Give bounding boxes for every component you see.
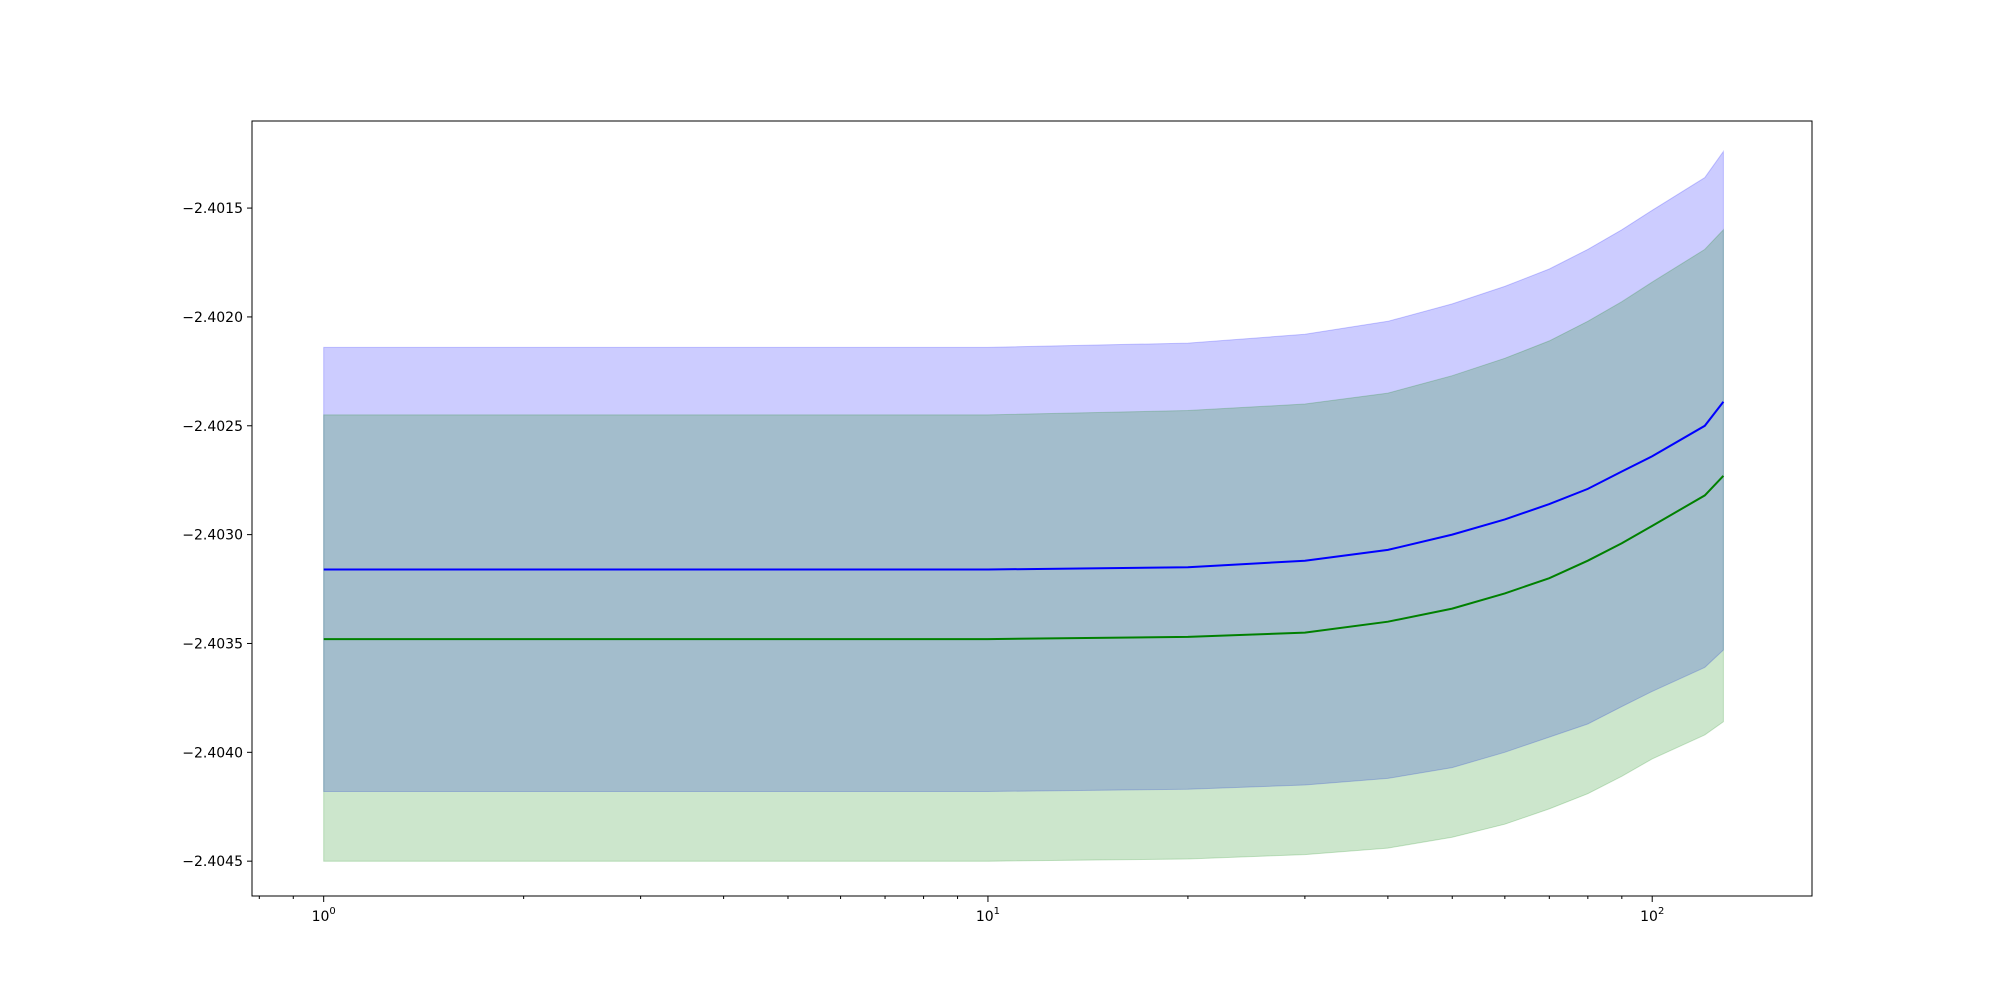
- line-series-1: [323, 401, 1725, 571]
- series-lines: [323, 401, 1725, 641]
- y-tick-label: −2.4030: [182, 528, 243, 544]
- y-tick-label: −2.4035: [182, 636, 243, 652]
- x-tick-label: 101: [976, 906, 1000, 925]
- y-tick-label: −2.4015: [182, 201, 243, 217]
- line-series-2: [323, 475, 1725, 641]
- axes-frame: [251, 120, 1813, 897]
- y-tick-label: −2.4040: [182, 745, 243, 761]
- confidence-bands: [323, 149, 1724, 862]
- x-axis: 100 101 102: [258, 896, 1664, 925]
- y-tick-label: −2.4020: [182, 310, 243, 326]
- x-tick-label: 102: [1640, 906, 1664, 925]
- band-series-1: [323, 149, 1724, 792]
- y-axis: −2.4015 −2.4020 −2.4025 −2.4030 −2.4035 −2.40…: [182, 201, 252, 870]
- y-tick-label: −2.4045: [182, 854, 243, 870]
- x-tick-label: 100: [312, 906, 336, 925]
- band-series-2: [323, 228, 1724, 862]
- y-tick-label: −2.4025: [182, 419, 243, 435]
